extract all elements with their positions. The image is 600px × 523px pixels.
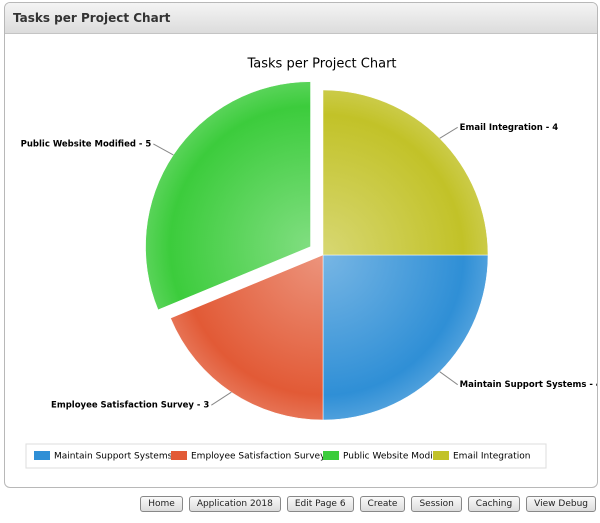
legend-label: Employee Satisfaction Survey <box>191 452 326 462</box>
legend-label: Email Integration <box>453 452 530 462</box>
button[interactable]: View Debug <box>526 496 596 512</box>
chart-title: Tasks per Project Chart <box>246 57 396 72</box>
legend-swatch <box>433 451 449 460</box>
button[interactable]: Create <box>359 496 406 512</box>
chart: Tasks per Project Chart Maintain Support… <box>21 57 597 469</box>
data-label: Employee Satisfaction Survey - 3 <box>51 401 209 411</box>
data-label: Maintain Support Systems - 4 <box>460 380 597 390</box>
data-label: Email Integration - 4 <box>460 123 559 133</box>
pie-slice <box>322 89 489 256</box>
legend-label: Maintain Support Systems <box>54 452 173 462</box>
toolbar: Home Application 2018 Edit Page 6 Create Ses… <box>0 496 600 516</box>
leader-line <box>211 391 232 406</box>
region: Tasks per Project Chart Tasks per Projec… <box>4 2 598 488</box>
leader-line <box>153 143 174 156</box>
legend-swatch <box>34 451 50 460</box>
pie-slice <box>145 81 311 311</box>
pie-slice <box>322 254 489 421</box>
legend-label: Public Website Modified <box>343 452 450 462</box>
pie-slice <box>170 254 324 421</box>
leader-line <box>439 371 458 386</box>
button[interactable]: Edit Page 6 <box>286 496 354 512</box>
data-label: Public Website Modified - 5 <box>21 139 152 149</box>
button[interactable]: Application 2018 <box>188 496 281 512</box>
button[interactable]: Caching <box>467 496 521 512</box>
button[interactable]: Home <box>140 496 183 512</box>
legend-swatch <box>323 451 339 460</box>
legend-swatch <box>171 451 187 460</box>
button[interactable]: Session <box>411 496 462 512</box>
region-title: Tasks per Project Chart <box>5 3 597 34</box>
legend-box <box>25 443 547 469</box>
leader-line <box>439 126 458 139</box>
